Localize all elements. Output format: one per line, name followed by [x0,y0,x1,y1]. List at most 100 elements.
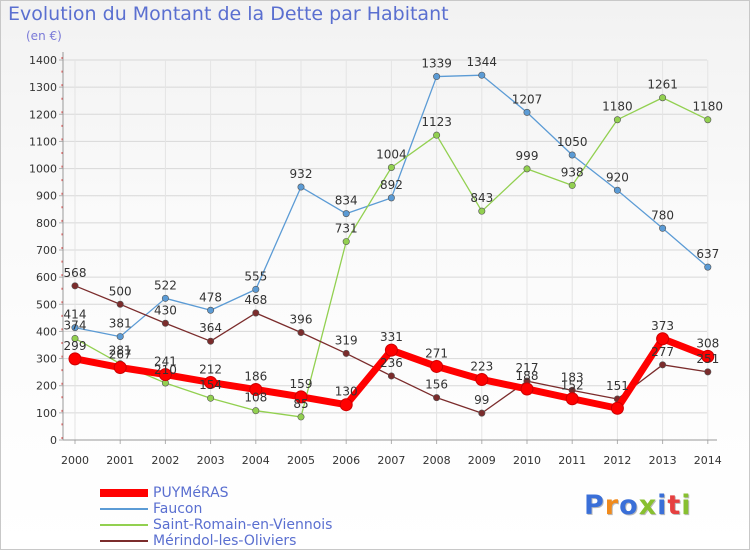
legend-label-puymeras: PUYMéRAS [153,485,229,501]
data-label: 932 [290,167,313,181]
y-tick-label: 200 [36,380,57,393]
data-label: 374 [64,318,87,332]
y-tick-label: 900 [36,190,57,203]
data-label: 156 [425,378,448,392]
data-label: 1180 [602,100,633,114]
data-label: 892 [380,178,403,192]
data-point [659,94,667,102]
legend-item-puymeras: PUYMéRAS [100,485,500,501]
data-point [297,413,305,421]
data-label: 223 [470,359,493,373]
data-point [342,210,350,218]
data-point [384,343,398,357]
data-point [71,282,79,290]
data-point [68,352,82,366]
data-point [475,372,489,386]
data-point [613,186,621,194]
data-point [387,194,395,202]
y-tick-label: 0 [50,434,57,447]
data-point [659,361,667,369]
data-label: 281 [109,344,132,358]
data-label: 271 [425,346,448,360]
y-tick-label: 400 [36,325,57,338]
legend-label-saint-romain: Saint-Romain-en-Viennois [153,517,333,533]
legend-item-saint-romain: Saint-Romain-en-Viennois [100,517,500,533]
data-label: 331 [380,330,403,344]
y-tick-label: 1100 [29,135,57,148]
legend-swatch-faucon [100,508,148,510]
data-label: 251 [696,352,719,366]
data-label: 1004 [376,147,407,161]
data-label: 780 [651,208,674,222]
data-label: 130 [335,385,358,399]
x-tick-label: 2004 [242,454,270,467]
data-label: 568 [64,266,87,280]
data-point [433,394,441,402]
data-label: 637 [696,247,719,261]
data-point [113,361,127,375]
data-point [252,285,260,293]
data-point [204,375,218,389]
data-point [568,181,576,189]
data-label: 396 [290,313,313,327]
data-label: 500 [109,284,132,298]
data-label: 241 [154,355,177,369]
data-point [116,300,124,308]
legend-label-faucon: Faucon [153,501,203,517]
data-label: 308 [696,336,719,350]
data-label: 999 [516,149,539,163]
data-point [387,163,395,171]
data-label: 478 [199,290,222,304]
x-tick-label: 2002 [151,454,179,467]
data-label: 731 [335,222,358,236]
data-point [656,332,670,346]
data-point [252,309,260,317]
data-label: 212 [199,362,222,376]
data-point [207,394,215,402]
data-point [252,407,260,415]
x-tick-label: 2008 [423,454,451,467]
data-point [704,116,712,124]
data-point [478,207,486,215]
data-point [565,392,579,406]
chart-subtitle: (en €) [26,29,62,43]
x-tick-label: 2009 [468,454,496,467]
data-label: 152 [561,379,584,393]
data-point [116,333,124,341]
data-point [523,108,531,116]
data-point [339,398,353,412]
data-point [568,151,576,159]
data-point [613,116,621,124]
x-tick-label: 2012 [603,454,631,467]
data-point [701,349,715,363]
x-tick-label: 2003 [197,454,225,467]
chart-title: Evolution du Montant de la Dette par Hab… [8,3,449,25]
x-tick-label: 2011 [558,454,586,467]
data-label: 938 [561,165,584,179]
data-label: 522 [154,278,177,292]
data-point [433,73,441,81]
data-point [387,372,395,380]
legend-label-merindol: Mérindol-les-Oliviers [153,533,297,549]
legend-swatch-puymeras [100,489,148,497]
data-point [71,324,79,332]
data-point [704,263,712,271]
data-label: 210 [154,363,177,377]
data-label: 430 [154,303,177,317]
y-tick-label: 700 [36,244,57,257]
data-label: 1207 [512,92,543,106]
data-label: 188 [516,369,539,383]
data-point [342,238,350,246]
data-label: 217 [516,361,539,375]
data-label: 85 [293,397,308,411]
y-tick-label: 1300 [29,81,57,94]
legend-item-merindol: Mérindol-les-Oliviers [100,533,500,549]
data-label: 151 [606,379,629,393]
data-label: 299 [64,339,87,353]
x-tick-label: 2000 [61,454,89,467]
proxiti-logo: Proxiti [584,490,692,521]
data-point [249,383,263,397]
y-tick-label: 600 [36,271,57,284]
y-tick-label: 1400 [29,54,57,67]
